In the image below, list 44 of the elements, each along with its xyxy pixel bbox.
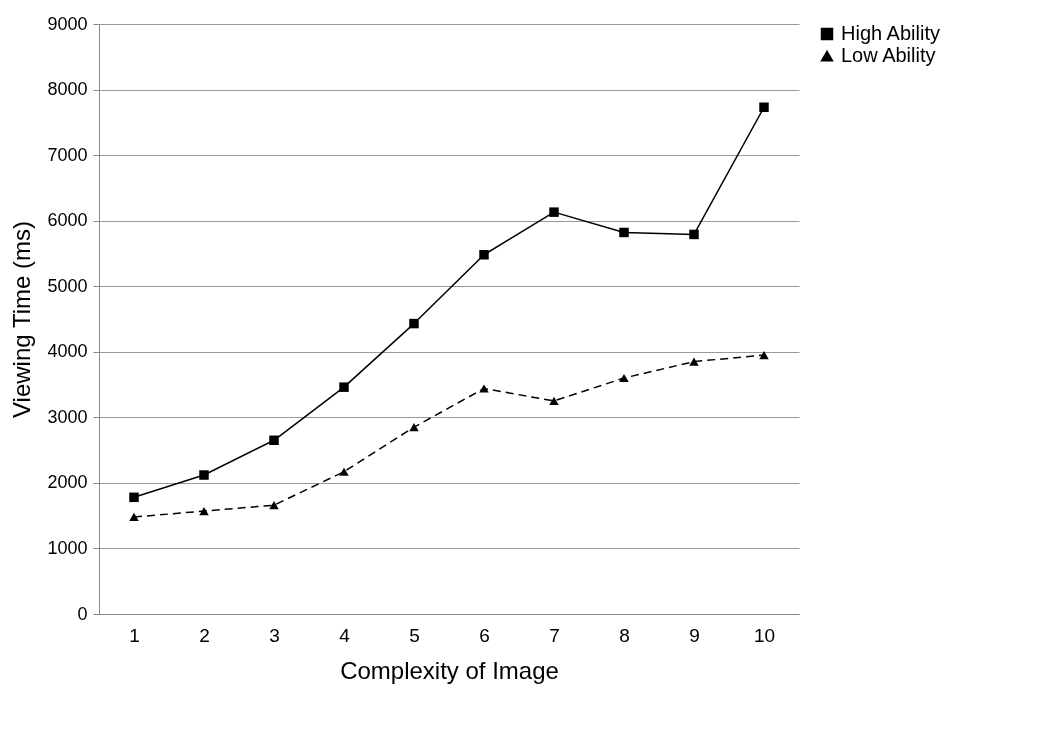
- point: [479, 250, 489, 260]
- point: [619, 227, 629, 238]
- x-tick-label: 3: [269, 624, 280, 646]
- y-tick-label: 0: [77, 603, 88, 624]
- y-axis-title: Viewing Time (ms): [8, 221, 36, 418]
- legend-label: High Ability: [841, 22, 940, 44]
- point: [269, 435, 279, 446]
- point: [269, 501, 279, 510]
- x-tick-label: 8: [619, 624, 630, 646]
- point: [409, 423, 419, 432]
- x-tick-label: 6: [479, 624, 490, 646]
- y-tick-label: 8000: [47, 79, 88, 100]
- y-tick-label: 3000: [47, 406, 88, 427]
- point: [619, 373, 629, 383]
- x-tick-label: 5: [409, 624, 420, 646]
- point: [199, 506, 209, 516]
- point: [339, 467, 349, 476]
- point: [689, 229, 699, 240]
- y-tick-label: 7000: [47, 144, 88, 165]
- x-tick-label: 10: [753, 624, 776, 646]
- point: [339, 382, 349, 392]
- point: [759, 102, 769, 112]
- y-tick-label: 5000: [47, 275, 88, 296]
- x-tick-label: 2: [199, 624, 210, 646]
- legend-label: Low Ability: [841, 44, 936, 66]
- y-tick-label: 2000: [47, 472, 88, 493]
- point: [199, 470, 209, 480]
- x-tick-label: 9: [689, 624, 700, 646]
- y-tick-label: 1000: [47, 537, 88, 558]
- y-tick-label: 6000: [47, 210, 88, 231]
- point: [129, 512, 139, 522]
- x-tick-label: 7: [549, 624, 560, 646]
- point: [129, 492, 139, 503]
- y-tick-label: 9000: [47, 13, 88, 34]
- point: [479, 384, 489, 393]
- x-tick-label: 1: [129, 624, 140, 646]
- x-axis-title: Complexity of Image: [340, 656, 559, 684]
- point: [409, 318, 419, 329]
- point: [759, 350, 769, 360]
- point: [549, 396, 559, 406]
- x-tick-label: 4: [339, 624, 351, 646]
- point: [689, 357, 699, 366]
- y-tick-label: 4000: [47, 341, 88, 362]
- point: [549, 207, 559, 217]
